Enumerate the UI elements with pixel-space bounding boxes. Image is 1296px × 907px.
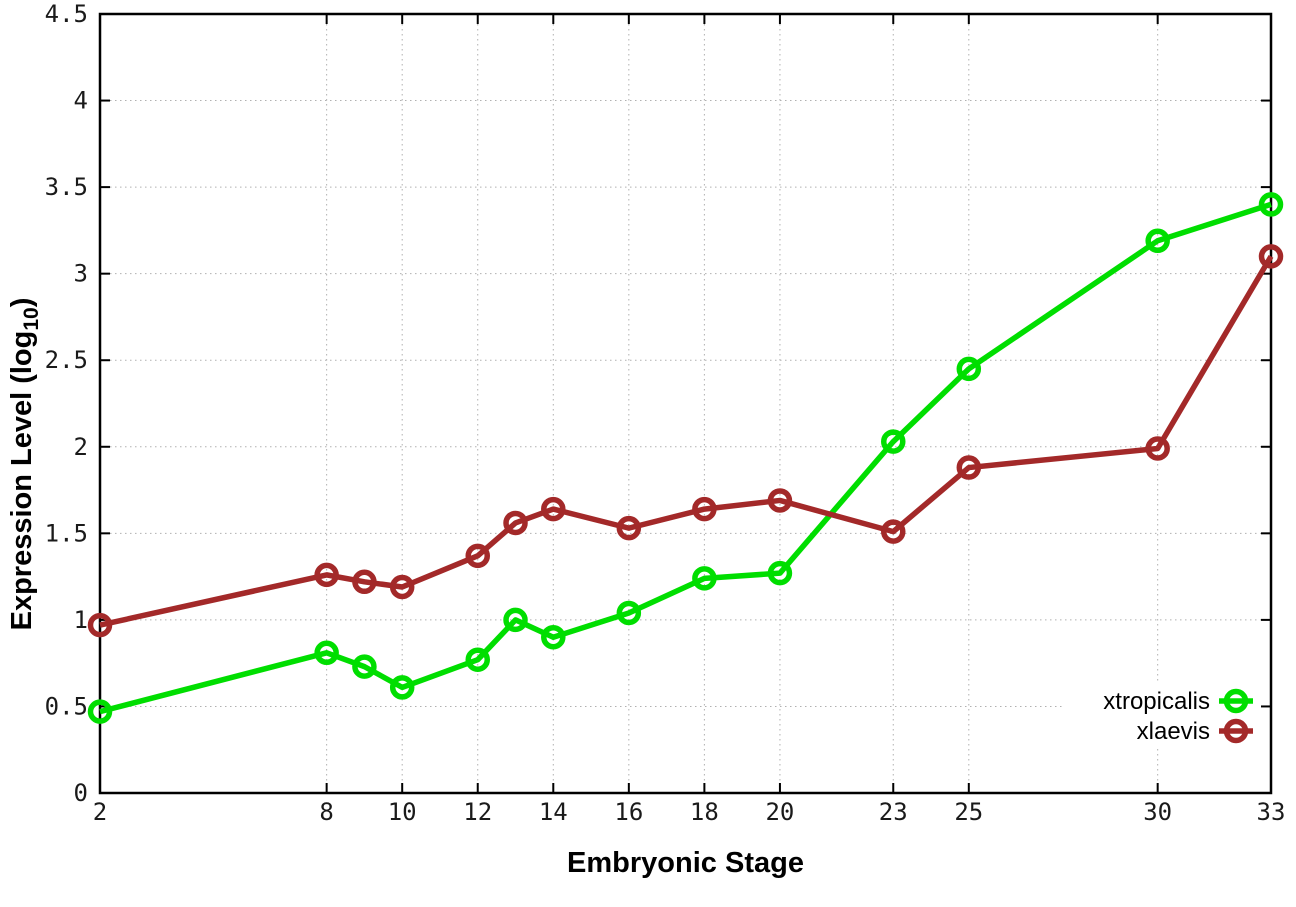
data-point-xtropicalis — [956, 356, 982, 382]
x-tick-label: 18 — [690, 798, 719, 826]
data-point-xtropicalis — [503, 607, 528, 633]
data-point-xlaevis — [541, 496, 566, 522]
x-tick-label: 2 — [93, 798, 107, 826]
legend-marker-sample — [1223, 718, 1249, 744]
y-axis-label-subscript: 10 — [20, 307, 43, 330]
legend-marker-sample — [1223, 688, 1249, 714]
y-tick-label: 3 — [74, 260, 88, 288]
x-tick-label: 25 — [954, 798, 983, 826]
data-point-xtropicalis — [314, 640, 339, 666]
data-point-xlaevis — [87, 612, 113, 638]
data-point-xtropicalis — [465, 647, 490, 672]
data-point-xtropicalis — [1258, 192, 1284, 217]
series-line-xtropicalis — [99, 201, 1272, 715]
legend-label: xtropicalis — [1103, 688, 1210, 715]
x-tick-label: 8 — [319, 798, 333, 826]
y-tick-label: 1 — [74, 606, 88, 634]
y-tick-label: 3.5 — [45, 173, 88, 201]
data-point-xtropicalis — [692, 566, 717, 591]
x-tick-label: 16 — [614, 798, 643, 826]
data-point-xlaevis — [314, 562, 339, 588]
data-point-xlaevis — [352, 569, 377, 595]
x-tick-label: 33 — [1257, 798, 1286, 826]
data-point-xlaevis — [692, 496, 717, 522]
data-point-xlaevis — [503, 510, 528, 536]
data-point-xtropicalis — [541, 624, 566, 650]
data-point-xtropicalis — [352, 654, 377, 679]
data-point-xtropicalis — [767, 560, 793, 586]
data-point-xlaevis — [767, 488, 793, 513]
y-tick-label: 0 — [74, 779, 88, 807]
data-point-xlaevis — [389, 574, 415, 600]
data-point-xlaevis — [1145, 436, 1170, 461]
data-point-xtropicalis — [1145, 228, 1170, 254]
x-axis-label: Embryonic Stage — [567, 847, 804, 879]
data-point-xtropicalis — [87, 699, 113, 724]
data-point-xlaevis — [465, 543, 490, 569]
legend-label: xlaevis — [1137, 718, 1210, 745]
y-tick-label: 0.5 — [45, 692, 88, 720]
x-tick-label: 12 — [463, 798, 492, 826]
data-point-xlaevis — [881, 519, 906, 544]
data-point-xtropicalis — [389, 675, 415, 700]
y-tick-label: 1.5 — [45, 519, 88, 547]
x-tick-label: 20 — [765, 798, 794, 826]
y-tick-label: 4.5 — [45, 0, 88, 28]
y-tick-label: 2.5 — [45, 346, 88, 374]
y-axis-label-close: ) — [6, 298, 38, 308]
y-axis-label-main: Expression Level (log — [6, 331, 38, 631]
data-point-xlaevis — [616, 515, 642, 541]
x-tick-label: 23 — [879, 798, 908, 826]
data-point-xlaevis — [956, 455, 982, 480]
y-axis-label: Expression Level (log10) — [6, 298, 43, 631]
x-tick-label: 14 — [539, 798, 568, 826]
data-point-xlaevis — [1258, 244, 1284, 269]
data-point-xtropicalis — [881, 429, 906, 454]
plot-border — [98, 12, 1273, 795]
x-tick-label: 10 — [388, 798, 417, 826]
series-line-xlaevis — [99, 254, 1274, 628]
data-point-xtropicalis — [616, 600, 642, 626]
y-tick-label: 2 — [74, 433, 88, 461]
y-tick-label: 4 — [74, 87, 88, 115]
x-tick-label: 30 — [1143, 798, 1172, 826]
